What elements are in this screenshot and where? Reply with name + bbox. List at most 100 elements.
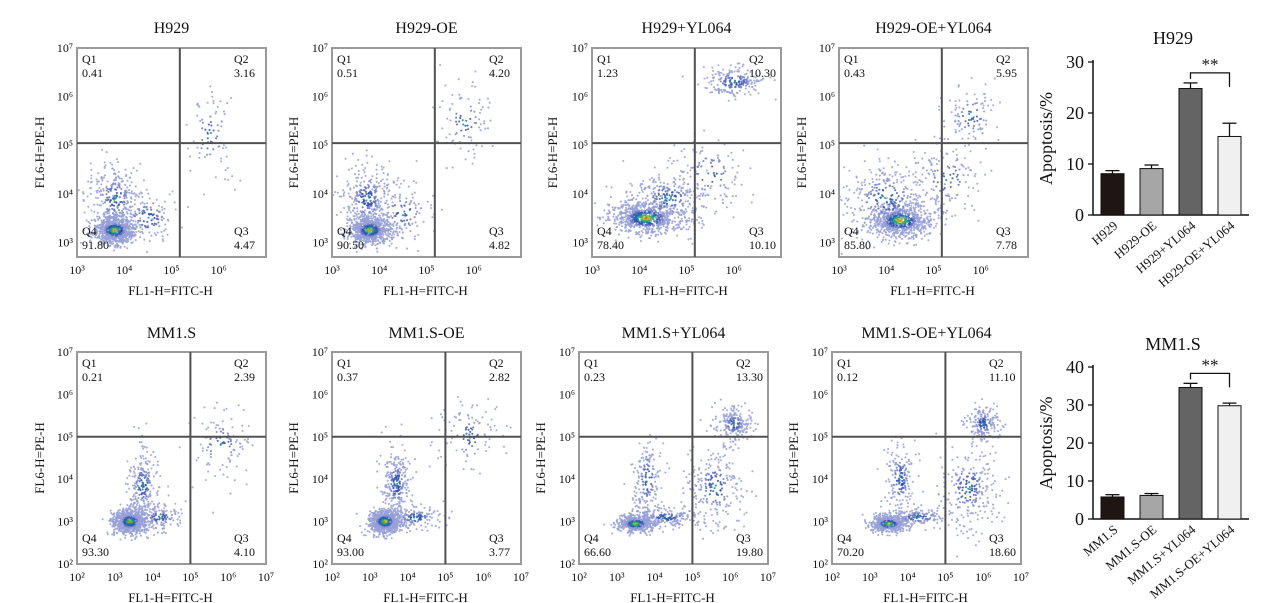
- data-point: [910, 218, 913, 221]
- data-point: [376, 239, 379, 242]
- data-point: [634, 223, 637, 226]
- data-point: [874, 209, 878, 212]
- data-point: [658, 214, 661, 218]
- data-point: [387, 231, 390, 235]
- data-point: [646, 217, 649, 221]
- data-point: [882, 208, 885, 211]
- data-point: [657, 211, 660, 214]
- data-point: [740, 86, 743, 89]
- data-point: [346, 225, 349, 228]
- data-point: [359, 220, 362, 223]
- data-point: [355, 213, 358, 216]
- data-point: [373, 211, 376, 215]
- data-point: [368, 239, 371, 242]
- data-point: [203, 156, 206, 159]
- data-point: [369, 196, 372, 199]
- data-point: [877, 212, 881, 215]
- data-point: [879, 206, 882, 209]
- data-point: [892, 204, 895, 207]
- data-point: [880, 225, 883, 229]
- data-point: [161, 235, 164, 238]
- data-point: [731, 181, 734, 184]
- x-tick-label: 10³: [69, 263, 85, 277]
- data-point: [116, 231, 119, 234]
- data-point: [882, 223, 885, 226]
- data-point: [761, 78, 764, 81]
- data-point: [909, 195, 912, 198]
- data-point: [644, 219, 647, 222]
- data-point: [209, 85, 212, 88]
- data-point: [374, 201, 377, 204]
- data-point: [655, 198, 658, 201]
- data-point: [103, 166, 106, 170]
- data-point: [377, 202, 380, 205]
- data-point: [620, 217, 623, 220]
- data-point: [734, 175, 737, 178]
- data-point: [892, 244, 896, 247]
- data-point: [702, 223, 705, 226]
- data-point: [657, 217, 661, 220]
- data-point: [407, 185, 410, 188]
- x-tick-label: 10⁶: [726, 263, 742, 277]
- data-point: [355, 217, 358, 220]
- data-point: [119, 201, 122, 204]
- data-point: [109, 189, 112, 192]
- data-point: [752, 75, 755, 78]
- data-point: [651, 206, 654, 209]
- data-point: [639, 212, 642, 215]
- data-point: [658, 220, 661, 224]
- data-point: [884, 186, 887, 189]
- data-point: [640, 221, 643, 224]
- data-point: [93, 210, 96, 213]
- data-point: [954, 214, 957, 217]
- data-point: [398, 225, 401, 228]
- data-point: [920, 216, 923, 219]
- data-point: [130, 192, 133, 195]
- data-point: [373, 229, 377, 232]
- data-point: [368, 221, 372, 224]
- data-point: [678, 178, 681, 181]
- data-point: [129, 209, 132, 212]
- data-point: [360, 176, 363, 179]
- data-point: [695, 218, 698, 221]
- data-point: [909, 200, 912, 203]
- data-point: [404, 212, 407, 215]
- data-point: [375, 163, 378, 167]
- data-point: [918, 216, 921, 219]
- data-point: [135, 169, 138, 172]
- data-point: [134, 185, 137, 188]
- data-point: [349, 224, 352, 227]
- data-point: [625, 220, 628, 223]
- data-point: [355, 223, 358, 226]
- data-point: [686, 219, 689, 223]
- data-point: [917, 209, 921, 212]
- data-point: [673, 204, 676, 207]
- data-point: [129, 238, 132, 241]
- data-point: [112, 220, 115, 223]
- data-point: [897, 163, 900, 167]
- data-point: [141, 228, 144, 231]
- data-point: [691, 218, 694, 221]
- data-point: [641, 204, 645, 207]
- data-point: [668, 194, 671, 197]
- data-point: [722, 82, 725, 85]
- data-point: [645, 232, 648, 235]
- data-point: [108, 241, 111, 244]
- data-point: [89, 162, 92, 165]
- data-point: [375, 177, 378, 180]
- data-point: [689, 196, 692, 199]
- data-point: [114, 183, 117, 186]
- data-point: [711, 66, 714, 69]
- data-point: [106, 180, 109, 183]
- data-point: [97, 196, 100, 200]
- data-point: [614, 228, 617, 231]
- data-point: [906, 226, 909, 229]
- data-point: [132, 234, 135, 237]
- data-point: [408, 203, 411, 206]
- data-point: [742, 149, 745, 152]
- data-point: [393, 233, 396, 236]
- data-point: [385, 199, 388, 202]
- data-point: [131, 205, 134, 208]
- data-point: [932, 218, 935, 221]
